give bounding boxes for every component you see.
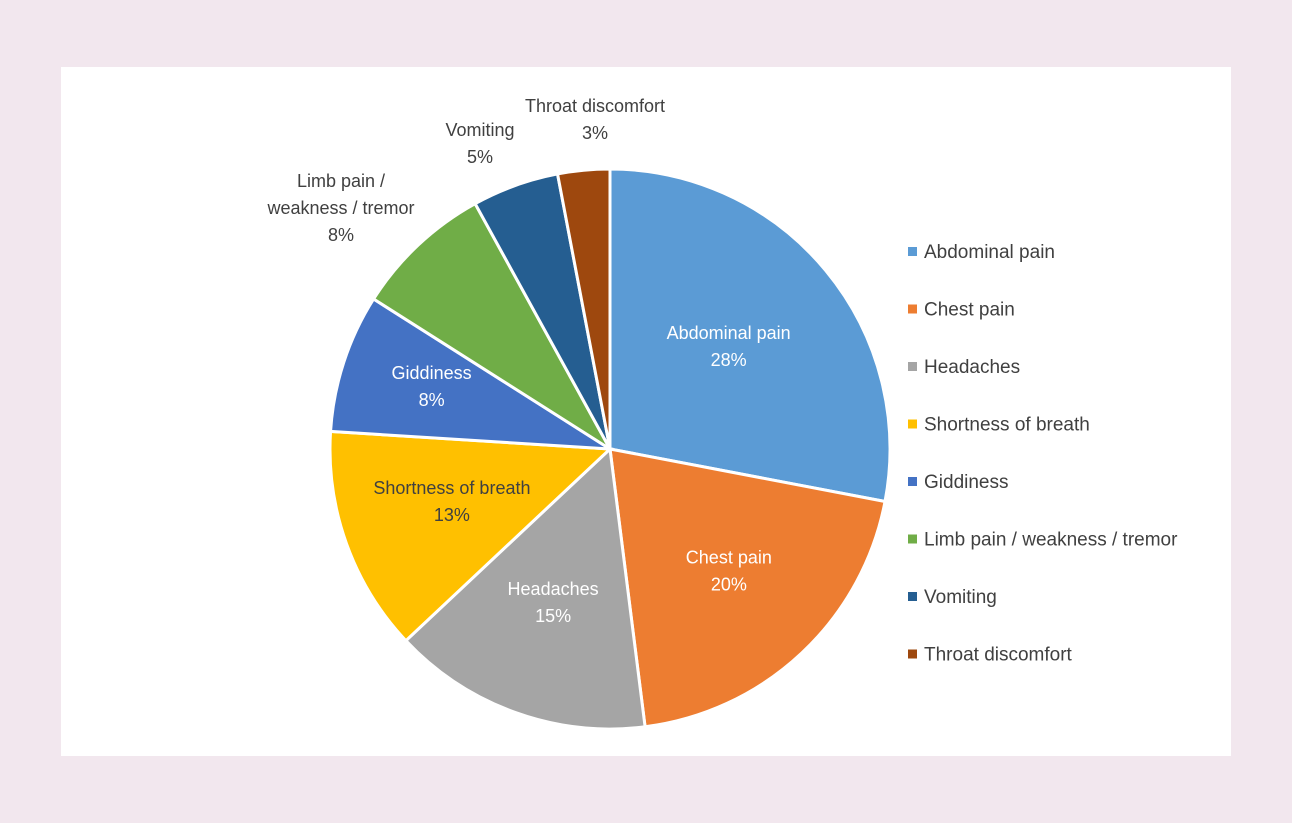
legend-label: Throat discomfort	[924, 645, 1073, 666]
legend-swatch	[908, 247, 917, 256]
chart-legend: Abdominal pain Chest pain Headaches Shortne…	[908, 242, 1178, 666]
legend-item-headaches: Headaches	[908, 357, 1020, 378]
pie-chart: Abdominal pain 28% Chest pain 20% Headaches 1…	[266, 96, 1178, 731]
legend-swatch	[908, 592, 917, 601]
legend-swatch	[908, 304, 917, 314]
legend-swatch	[908, 419, 917, 429]
legend-label: Vomiting	[924, 587, 997, 608]
legend-label: Abdominal pain	[924, 242, 1055, 263]
legend-item-chest-pain: Chest pain	[908, 300, 1015, 321]
legend-item-throat-discomfort: Throat discomfort	[908, 645, 1073, 666]
legend-swatch	[908, 477, 917, 486]
legend-item-limb-pain-weakness-tremor: Limb pain / weakness / tremor	[908, 530, 1178, 551]
legend-item-shortness-of-breath: Shortness of breath	[908, 415, 1090, 436]
pie-data-labels: Abdominal pain 28% Chest pain 20% Headaches 1…	[266, 96, 790, 626]
pie-slice-abdominal-pain	[608, 167, 892, 504]
legend-swatch	[908, 362, 917, 371]
chart-card: Abdominal pain 28% Chest pain 20% Headaches 1…	[61, 67, 1231, 756]
data-label-headaches: Headaches 15%	[508, 579, 599, 626]
legend-swatch	[908, 649, 917, 659]
legend-item-giddiness: Giddiness	[908, 472, 1009, 493]
pie-slice-limb-pain-weakness-tremor	[371, 201, 612, 451]
data-label-giddiness: Giddiness 8%	[392, 363, 472, 410]
data-label-shortness-of-breath: Shortness of breath 13%	[373, 478, 530, 525]
data-label-vomiting: Vomiting 5%	[445, 120, 514, 167]
pie-slice-shortness-of-breath	[328, 429, 614, 643]
legend-swatch	[908, 534, 917, 544]
pie-slices	[328, 167, 892, 731]
legend-label: Limb pain / weakness / tremor	[924, 530, 1178, 551]
data-label-abdominal-pain: Abdominal pain 28%	[667, 323, 791, 370]
legend-item-abdominal-pain: Abdominal pain	[908, 242, 1055, 263]
pie-slice-chest-pain	[608, 447, 887, 729]
legend-label: Chest pain	[924, 300, 1015, 321]
data-label-throat-discomfort: Throat discomfort 3%	[525, 96, 665, 143]
pie-slice-headaches	[403, 445, 647, 731]
data-label-chest-pain: Chest pain 20%	[686, 548, 772, 595]
pie-slice-throat-discomfort	[555, 167, 612, 450]
data-label-limb-pain-weakness-tremor: Limb pain / weakness / tremor 8%	[266, 171, 414, 245]
legend-label: Giddiness	[924, 472, 1009, 493]
legend-label: Shortness of breath	[924, 415, 1090, 436]
legend-item-vomiting: Vomiting	[908, 587, 997, 608]
legend-label: Headaches	[924, 357, 1020, 378]
pie-slice-giddiness	[328, 296, 611, 451]
